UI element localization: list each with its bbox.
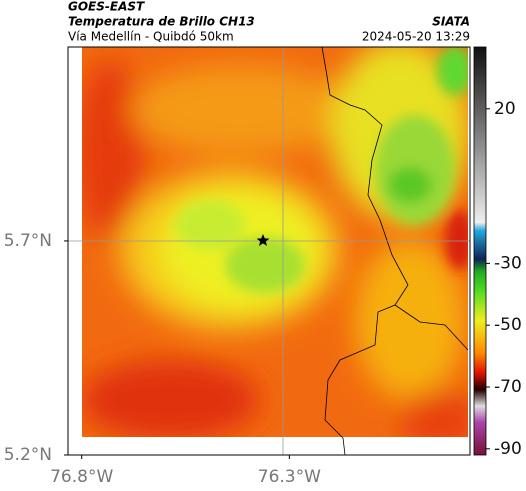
- lat-tick-label: 5.2°N: [4, 445, 52, 465]
- source: GOES-EAST: [68, 0, 145, 14]
- colorbar-tick-label: 20: [494, 99, 516, 119]
- lat-tick-label: 5.7°N: [4, 231, 52, 251]
- colorbar-tick-label: -30: [494, 253, 522, 273]
- city-marker: [256, 234, 270, 246]
- colorbar-tick-label: -90: [494, 439, 522, 459]
- location: Vía Medellín - Quibdó 50km: [68, 30, 234, 44]
- colorbar: [473, 46, 487, 456]
- temperature-field: [82, 47, 468, 437]
- product: Temperatura de Brillo CH13: [68, 15, 255, 29]
- agency: SIATA: [432, 15, 470, 29]
- timestamp: 2024-05-20 13:29: [362, 30, 470, 44]
- boundaries: [321, 46, 469, 456]
- lon-tick-label: 76.3°W: [258, 467, 321, 487]
- map-frame: [67, 46, 471, 456]
- lon-tick-label: 76.8°W: [50, 467, 113, 487]
- colorbar-tick-label: -70: [494, 377, 522, 397]
- colorbar-tick-label: -50: [494, 315, 522, 335]
